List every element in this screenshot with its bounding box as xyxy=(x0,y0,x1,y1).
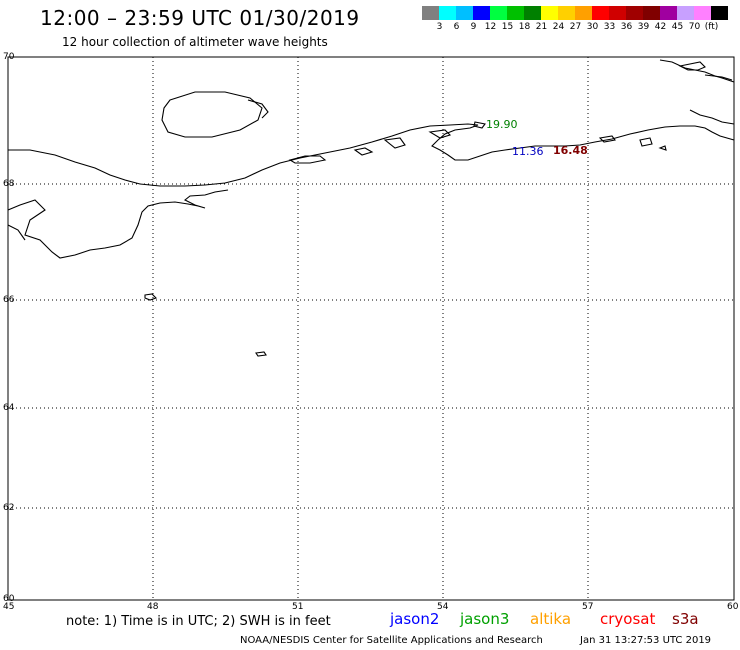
legend-label: 39 xyxy=(637,22,650,32)
legend-swatch xyxy=(422,6,439,20)
coastline-ne2 xyxy=(689,109,735,125)
legend-swatch xyxy=(660,6,677,20)
island-bay-2 xyxy=(353,147,374,156)
island-kolguev-tip xyxy=(247,99,269,119)
sat-jason3: jason3 xyxy=(460,610,510,628)
legend-label: 45 xyxy=(671,22,684,32)
coastline-mainland xyxy=(8,123,735,187)
footer-note: note: 1) Time is in UTC; 2) SWH is in fe… xyxy=(66,614,331,629)
coastline-peninsula xyxy=(7,189,229,259)
island-kolguev xyxy=(161,91,263,138)
lat-label-66: 66 xyxy=(3,295,15,305)
island-bay-3 xyxy=(383,137,406,149)
color-legend xyxy=(422,6,728,20)
legend-label: 30 xyxy=(586,22,599,32)
lat-label-70: 70 xyxy=(3,52,15,62)
lon-label-54: 54 xyxy=(437,602,449,612)
map-frame xyxy=(7,56,735,601)
lat-label-62: 62 xyxy=(3,503,15,513)
legend-swatch xyxy=(456,6,473,20)
sat-cryosat: cryosat xyxy=(600,610,656,628)
legend-swatch xyxy=(473,6,490,20)
lat-label-68: 68 xyxy=(3,179,15,189)
lon-label-48: 48 xyxy=(147,602,159,612)
legend-label: 3 xyxy=(436,22,443,32)
legend-label: 18 xyxy=(518,22,531,32)
legend-label: 9 xyxy=(470,22,477,32)
island-bay-7 xyxy=(639,137,653,147)
legend-label: 70 xyxy=(688,22,701,32)
coastline-ne xyxy=(659,59,735,83)
legend-swatch xyxy=(575,6,592,20)
island-bay-4 xyxy=(428,129,452,139)
legend-swatch xyxy=(694,6,711,20)
coastline-south xyxy=(7,224,26,241)
legend-swatch xyxy=(592,6,609,20)
lon-label-60: 60 xyxy=(727,602,739,612)
legend-swatch xyxy=(626,6,643,20)
sat-altika: altika xyxy=(530,610,572,628)
obs-label-1: 19.90 xyxy=(486,118,518,131)
legend-label: 42 xyxy=(654,22,667,32)
legend-swatch xyxy=(490,6,507,20)
footer-timestamp: Jan 31 13:27:53 UTC 2019 xyxy=(580,635,712,646)
legend-label: 15 xyxy=(501,22,514,32)
map-subtitle: 12 hour collection of altimeter wave hei… xyxy=(62,35,328,49)
legend-swatch xyxy=(541,6,558,20)
obs-label-2: 11.36 xyxy=(512,145,544,158)
island-small-1 xyxy=(144,293,158,301)
obs-label-3: 16.48 xyxy=(553,144,588,157)
island-bay-5 xyxy=(473,121,486,129)
legend-swatch xyxy=(711,6,728,20)
legend-label: 33 xyxy=(603,22,616,32)
coastline-ne3 xyxy=(678,61,706,71)
sat-s3a: s3a xyxy=(672,610,699,628)
lat-label-64: 64 xyxy=(3,403,15,413)
legend-swatch xyxy=(643,6,660,20)
lat-label-60: 60 xyxy=(3,594,15,604)
sat-jason2: jason2 xyxy=(390,610,440,628)
map-title: 12:00 – 23:59 UTC 01/30/2019 xyxy=(40,6,360,30)
legend-label: 6 xyxy=(453,22,460,32)
legend-label: 27 xyxy=(569,22,582,32)
legend-swatch xyxy=(507,6,524,20)
lon-label-57: 57 xyxy=(582,602,594,612)
lon-label-45: 45 xyxy=(3,602,15,612)
lon-label-51: 51 xyxy=(292,602,304,612)
gridlines xyxy=(8,57,734,600)
island-bay-1 xyxy=(288,155,327,164)
legend-label: 24 xyxy=(552,22,565,32)
legend-label: (ft) xyxy=(704,22,719,32)
legend-label: 12 xyxy=(484,22,497,32)
legend-swatch xyxy=(609,6,626,20)
legend-swatch xyxy=(558,6,575,20)
legend-swatch xyxy=(524,6,541,20)
legend-label: 36 xyxy=(620,22,633,32)
island-bay-6 xyxy=(598,135,616,143)
legend-label: 21 xyxy=(535,22,548,32)
island-small-2 xyxy=(255,351,267,357)
footer-credit: NOAA/NESDIS Center for Satellite Applica… xyxy=(240,635,543,646)
coastline-ne4 xyxy=(704,74,733,81)
legend-swatch xyxy=(439,6,456,20)
island-bay-8 xyxy=(658,145,667,151)
legend-swatch xyxy=(677,6,694,20)
coastline xyxy=(7,59,735,357)
